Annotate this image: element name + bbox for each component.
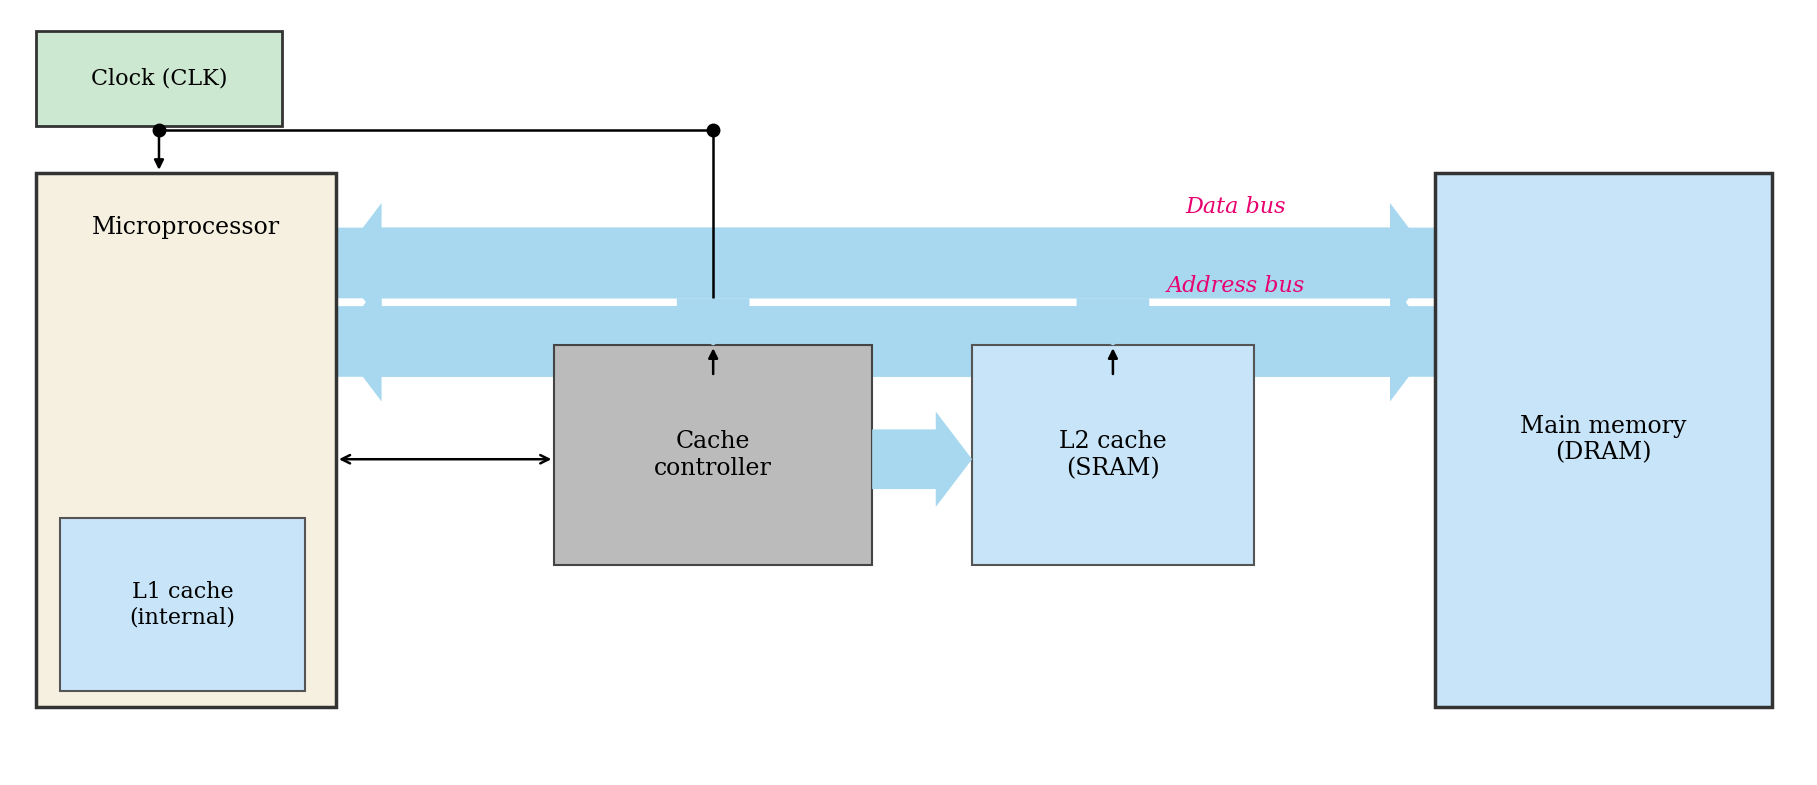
Text: Clock (CLK): Clock (CLK) [91, 68, 227, 89]
Text: Microprocessor: Microprocessor [93, 216, 280, 239]
Polygon shape [1054, 298, 1172, 345]
Polygon shape [336, 282, 1435, 402]
FancyBboxPatch shape [1435, 173, 1772, 706]
Text: Cache
controller: Cache controller [654, 430, 772, 480]
FancyBboxPatch shape [36, 31, 282, 126]
Polygon shape [336, 203, 1435, 323]
Polygon shape [872, 411, 972, 507]
FancyBboxPatch shape [60, 518, 305, 691]
FancyBboxPatch shape [36, 173, 336, 706]
Polygon shape [656, 298, 770, 345]
Text: Data bus: Data bus [1185, 196, 1286, 218]
Text: Main memory
(DRAM): Main memory (DRAM) [1521, 414, 1686, 465]
Text: L1 cache
(internal): L1 cache (internal) [129, 581, 236, 628]
Polygon shape [336, 282, 1435, 402]
FancyBboxPatch shape [554, 345, 872, 565]
Text: Address bus: Address bus [1167, 275, 1305, 297]
Polygon shape [336, 203, 1435, 323]
Text: L2 cache
(SRAM): L2 cache (SRAM) [1059, 430, 1167, 480]
FancyBboxPatch shape [972, 345, 1254, 565]
